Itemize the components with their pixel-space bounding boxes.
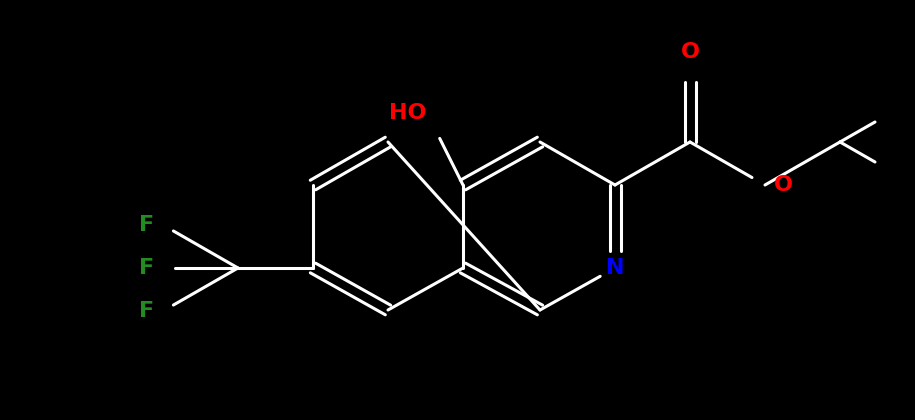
Text: O: O <box>773 175 792 195</box>
Text: F: F <box>139 215 155 235</box>
Text: N: N <box>606 258 624 278</box>
Text: HO: HO <box>389 103 426 123</box>
Text: F: F <box>139 301 155 321</box>
Text: O: O <box>681 42 699 62</box>
Text: F: F <box>139 258 155 278</box>
